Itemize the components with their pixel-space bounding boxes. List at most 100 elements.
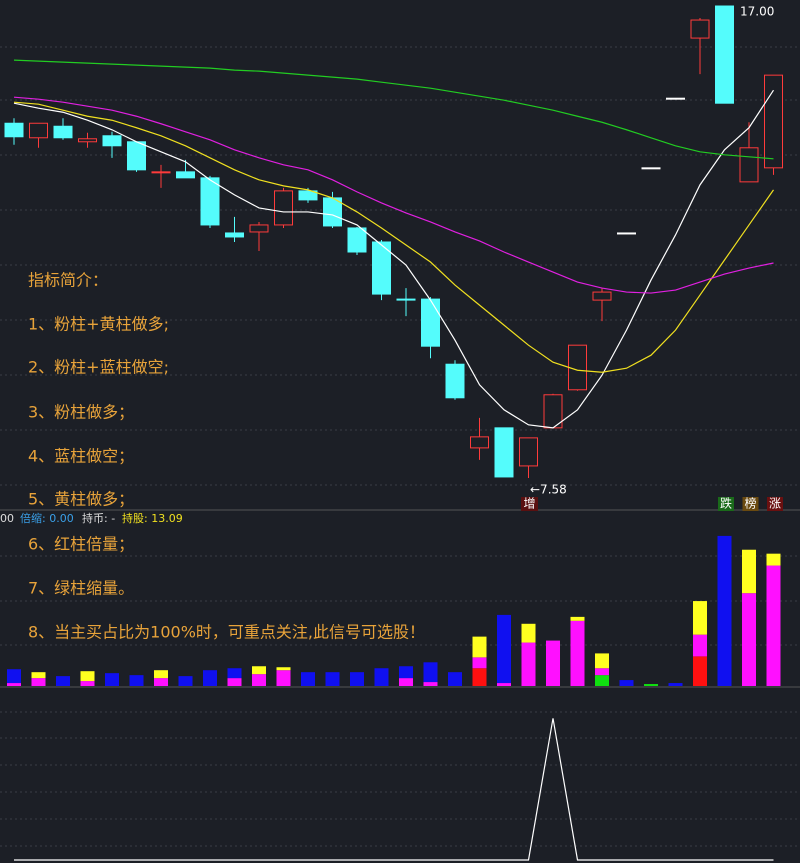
bar-segment <box>56 676 70 686</box>
bar-segment <box>154 678 168 686</box>
bar-segment <box>301 672 315 686</box>
low-label: ←7.58 <box>530 483 567 497</box>
status-item: 倍缩: 0.00 <box>20 511 74 525</box>
bar-segment <box>595 675 609 686</box>
candle-body <box>200 177 220 226</box>
candle-body <box>298 190 318 201</box>
bar-segment <box>31 678 46 686</box>
candle-body <box>29 122 48 139</box>
bar-segment <box>105 673 119 686</box>
candle-body <box>519 437 538 467</box>
candle-body <box>127 141 146 171</box>
bar-segment <box>644 684 658 686</box>
bar-segment <box>31 672 46 679</box>
candle-body <box>347 227 367 253</box>
candle-body <box>151 171 171 174</box>
bar-segment <box>374 668 389 686</box>
bar-segment <box>472 636 487 658</box>
bar-segment <box>154 670 168 679</box>
bar-segment <box>766 553 781 566</box>
bar-segment <box>252 674 266 686</box>
bar-segment <box>717 535 732 686</box>
bar-segment <box>595 653 609 669</box>
bar-segment <box>399 678 413 686</box>
candle-body <box>739 147 759 183</box>
status-item: 持币: - <box>82 511 115 525</box>
candle-body <box>4 122 24 138</box>
bar-segment <box>497 614 511 684</box>
bar-segment <box>546 640 560 686</box>
bar-segment <box>276 667 291 671</box>
candle-body <box>445 363 465 399</box>
bar-segment <box>350 672 364 686</box>
bar-segment <box>7 669 21 684</box>
candle-body <box>249 224 269 233</box>
candle-body <box>641 167 661 170</box>
tag: 跌 <box>720 496 732 511</box>
tag-box <box>742 497 759 511</box>
signal: 增 <box>523 497 535 511</box>
high-label: 17.00 <box>740 5 774 19</box>
bar-segment <box>448 672 462 686</box>
annotation: 7、绿柱缩量。 <box>28 579 134 598</box>
bar-segment <box>521 623 536 643</box>
bar-segment <box>80 671 95 682</box>
signal-line <box>14 718 774 861</box>
annotation: 1、粉柱+黄柱做多; <box>28 315 169 334</box>
bar-segment <box>178 676 193 686</box>
candle-body <box>78 138 97 143</box>
bar-segment <box>227 668 242 679</box>
moving-average <box>13 89 775 429</box>
candle-body <box>568 344 587 391</box>
annotation: 3、粉柱做多； <box>28 403 134 422</box>
candle-body <box>396 298 416 301</box>
bar-segment <box>619 680 634 686</box>
bar-segment <box>497 683 511 686</box>
candle-body <box>592 291 612 301</box>
annotation: 4、蓝柱做空； <box>28 447 134 466</box>
bar-segment <box>80 681 95 686</box>
tag-box <box>718 497 734 511</box>
candle-body <box>176 171 195 179</box>
moving-average <box>13 96 774 294</box>
bar-segment <box>227 678 242 686</box>
bar-segment <box>325 672 340 686</box>
signal-box <box>521 497 538 511</box>
bar-segment <box>693 601 707 635</box>
bar-segment <box>742 549 756 594</box>
annotation: 5、黄柱做多； <box>28 490 134 509</box>
candle-body <box>666 97 685 100</box>
bar-segment <box>521 642 536 686</box>
bar-segment <box>570 616 585 621</box>
annotation: 6、红柱倍量； <box>28 535 134 554</box>
bar-segment <box>668 683 683 686</box>
bar-segment <box>203 670 217 686</box>
candle-body <box>372 241 391 295</box>
bar-segment <box>252 666 266 675</box>
annotation: 2、粉柱+蓝柱做空; <box>28 358 169 377</box>
bar-segment <box>693 634 707 657</box>
candle-body <box>470 436 489 449</box>
candle-body <box>715 5 734 104</box>
bar-segment <box>423 662 438 683</box>
tag-box <box>767 497 783 511</box>
bar-segment <box>472 657 487 669</box>
bar-segment <box>693 656 707 686</box>
status-item: 持股: 13.09 <box>122 511 183 525</box>
candle-body <box>764 74 783 169</box>
candle-body <box>494 427 514 478</box>
bar-segment <box>570 620 585 686</box>
annotation: 8、当主买占比为100%时，可重点关注,此信号可选股！ <box>28 623 425 642</box>
bar-segment <box>472 668 487 686</box>
plot: 17.00 ←7.58增 跌榜涨 指标简介： 1、粉柱+黄柱做多; 2、粉柱+蓝柱做空; 3… <box>0 5 783 861</box>
bar-segment <box>423 682 438 686</box>
bar-segment <box>766 565 781 686</box>
candle-body <box>617 232 636 235</box>
candle-body <box>102 135 122 147</box>
candle-body <box>274 190 293 226</box>
bar-segment <box>276 670 291 686</box>
moving-average <box>13 59 774 160</box>
